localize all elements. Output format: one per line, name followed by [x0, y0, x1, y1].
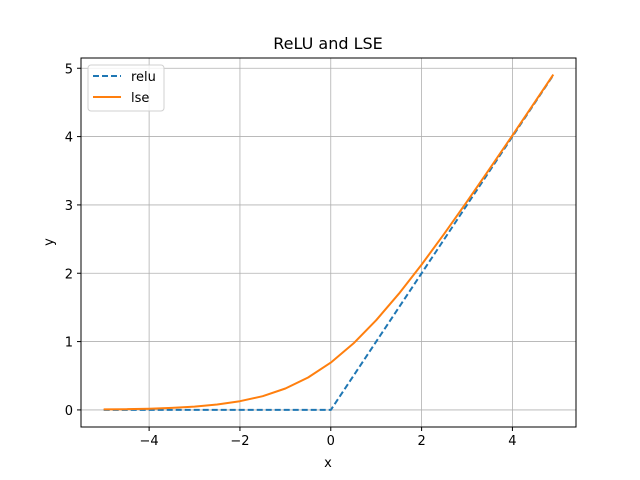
x-tick-label: 2	[417, 434, 425, 449]
plot-frame	[80, 57, 577, 428]
y-tick-label: 1	[65, 336, 73, 351]
y-tick-label: 2	[65, 267, 73, 282]
legend-label-relu: relu	[131, 70, 156, 85]
x-axis-label: x	[324, 456, 332, 471]
grid	[81, 58, 576, 427]
y-tick-label: 3	[65, 199, 73, 214]
series-line-lse	[103, 74, 555, 411]
legend: relu lse	[87, 64, 165, 112]
chart-title: ReLU and LSE	[273, 34, 383, 53]
y-tick-label: 0	[65, 404, 73, 419]
y-tick-label: 4	[65, 131, 73, 146]
legend-label-lse: lse	[131, 91, 149, 106]
series-line-relu	[103, 74, 555, 411]
x-tick-label: 4	[508, 434, 516, 449]
x-tick-label: −4	[140, 434, 159, 449]
y-tick-label: 5	[65, 62, 73, 77]
ticks: −4 −2 0 2 4 0 1 2 3 4 5	[65, 62, 517, 449]
y-axis-label: y	[42, 238, 57, 246]
x-tick-label: 0	[327, 434, 335, 449]
series-layer	[103, 74, 555, 411]
x-tick-label: −2	[230, 434, 249, 449]
